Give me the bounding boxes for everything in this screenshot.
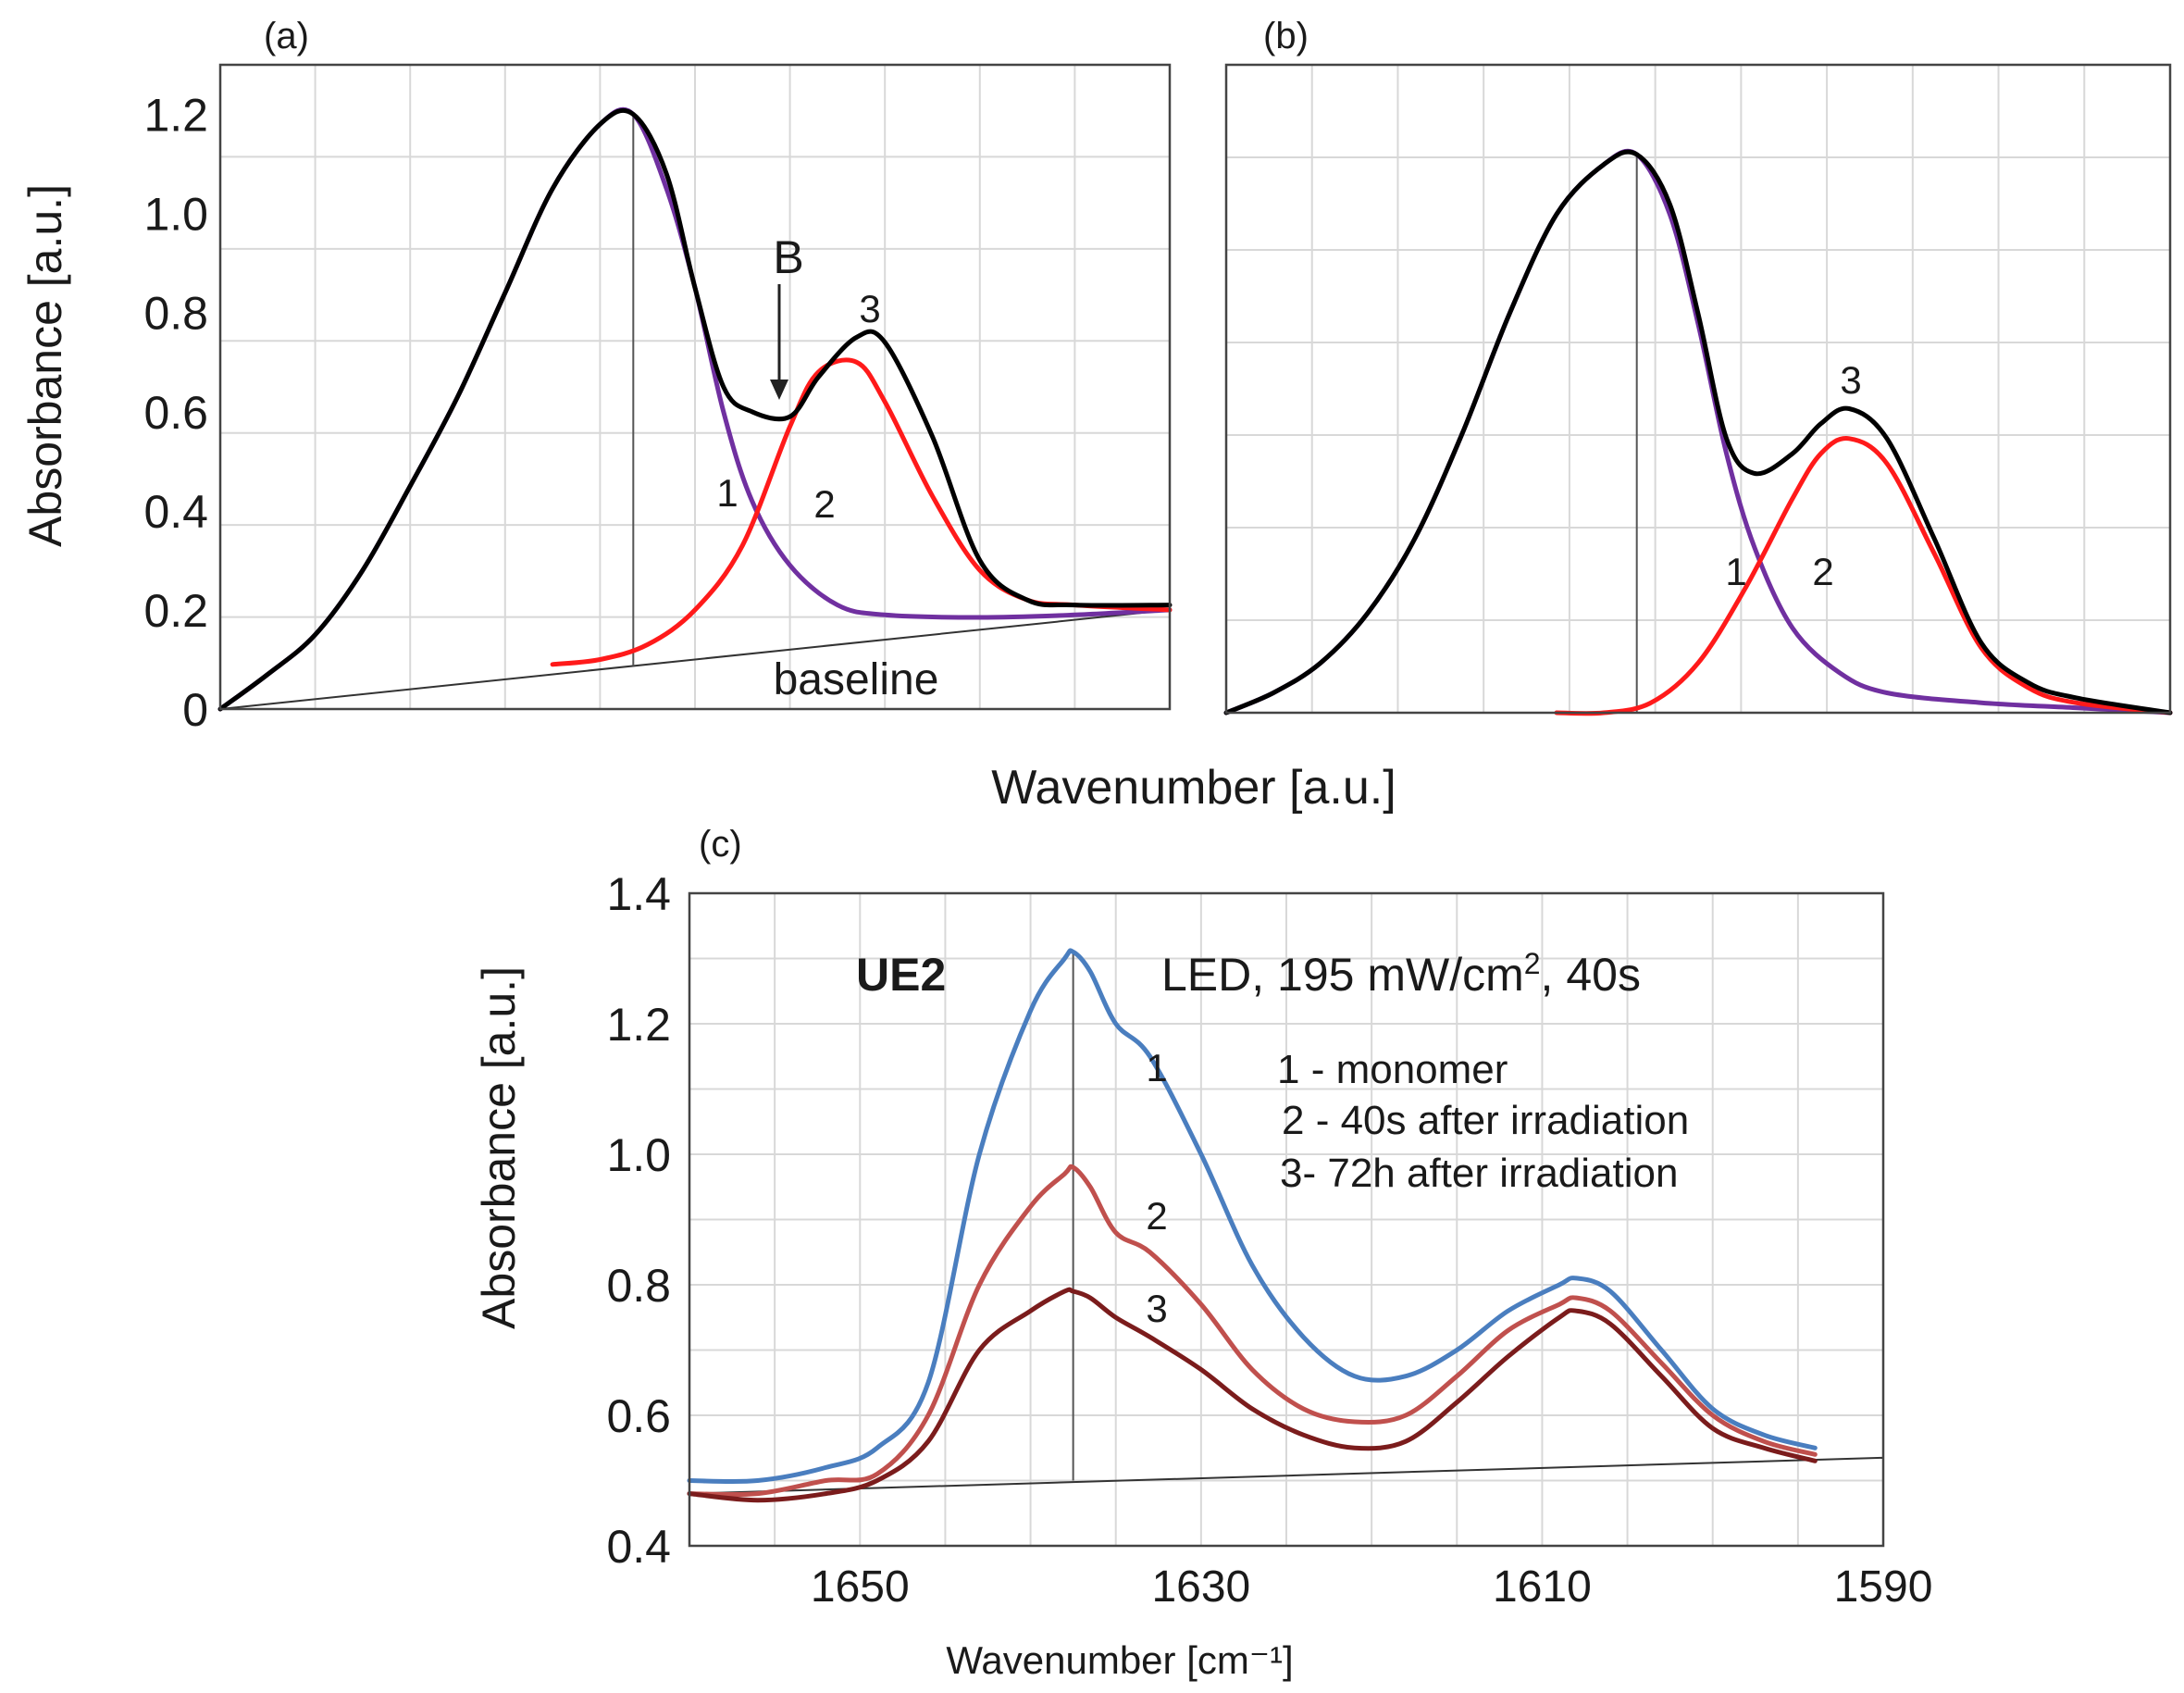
panel-c-frame — [688, 891, 1885, 1548]
panel-c-series-2-line — [687, 1164, 1818, 1498]
panel-c-series — [687, 948, 1884, 1503]
panel-c-series-3-line — [687, 1287, 1818, 1503]
panel-c-condition-suffix: , 40s — [1541, 949, 1641, 1001]
panel-a-y-tick-label-6: 1.2 — [143, 90, 208, 142]
panel-c-y-tick-label-0: 0.4 — [606, 1521, 671, 1573]
panel-c-x-axis-label: Wavenumber [cm⁻¹] — [946, 1638, 1293, 1682]
panel-a-curve-label-3: 3 — [859, 287, 880, 330]
panel-c-grid — [689, 893, 1883, 1546]
panel-a-series — [217, 106, 1173, 712]
panel-c-y-tick-label-1: 0.6 — [606, 1390, 671, 1442]
panel-b-series-1-line — [1223, 148, 2173, 716]
panel-a-y-tick-label-3: 0.6 — [143, 387, 208, 439]
panel-b-curve-label-1: 1 — [1725, 550, 1746, 593]
panel-a-series-3-line — [217, 107, 1173, 712]
panel-c-label: (c) — [699, 824, 742, 865]
panel-c-condition: LED, 195 mW/cm2, 40s — [1161, 947, 1641, 1001]
panel-c-y-axis-label: Absorbance [a.u.] — [473, 966, 525, 1329]
panel-a-y-axis-label: Absorbance [a.u.] — [19, 184, 71, 547]
panel-a-baseline-label: baseline — [774, 655, 939, 704]
panel-c-y-tick-label-5: 1.4 — [606, 868, 671, 920]
panel-c-x-tick-label-3: 1590 — [1834, 1562, 1933, 1612]
panel-a-arrow-head — [770, 380, 788, 400]
panel-b-series — [1223, 148, 2173, 716]
panel-c-curve-label-2: 2 — [1146, 1194, 1167, 1238]
panel-a-curve-label-1: 1 — [716, 471, 738, 515]
panel-c-legend-1: 1 - monomer — [1277, 1047, 1508, 1092]
panel-c-curve-label-1: 1 — [1146, 1046, 1167, 1089]
panel-c-x-tick-label-0: 1650 — [811, 1562, 910, 1612]
panel-c-x-tick-label-2: 1610 — [1493, 1562, 1592, 1612]
shared-x-axis-label: Wavenumber [a.u.] — [991, 761, 1396, 815]
panel-a-y-ticks: 0 0.2 0.4 0.6 0.8 1.0 1.2 — [143, 90, 208, 736]
panel-c-legend-2: 2 - 40s after irradiation — [1282, 1098, 1689, 1143]
panel-a-curve-label-2: 2 — [813, 482, 835, 526]
panel-c-y-tick-label-4: 1.2 — [606, 999, 671, 1051]
panel-c-curve-label-3: 3 — [1146, 1287, 1167, 1330]
panel-a-y-tick-label-4: 0.8 — [143, 288, 208, 340]
panel-b-grid — [1226, 65, 2170, 713]
panel-a-y-tick-label-5: 1.0 — [143, 189, 208, 241]
panel-b-frame — [1224, 63, 2172, 715]
panel-b-curve-label-2: 2 — [1812, 550, 1833, 593]
panel-a-baseline-line — [219, 608, 1171, 710]
panel-b-chart: (b) 1 2 3 — [1223, 16, 2173, 716]
panel-c-chart: (c) 0.40.60.81.01.21.4 1650 1630 1610 1590 … — [473, 824, 1932, 1682]
panel-c-y-ticks: 0.4 0.6 0.8 1.0 1.2 1.4 — [606, 868, 671, 1573]
panel-b-curve-label-3: 3 — [1840, 358, 1861, 402]
panel-c-series-1-line — [687, 948, 1818, 1485]
panel-a-label-b: B — [773, 231, 803, 283]
panel-a-label: (a) — [264, 16, 309, 56]
panel-a-y-tick-label-0: 0 — [182, 684, 208, 736]
panel-a-y-tick-label-1: 0.2 — [143, 585, 208, 637]
panel-c-y-tick-label-2: 0.8 — [606, 1260, 671, 1312]
panel-c-x-ticks: 1650 1630 1610 1590 — [811, 1562, 1932, 1612]
panel-b-series-2-line — [1554, 436, 2173, 716]
panel-c-x-tick-label-1: 1630 — [1151, 1562, 1250, 1612]
panel-b-label: (b) — [1263, 16, 1309, 56]
panel-a-frame — [218, 63, 1172, 711]
panel-c-baseline-line — [689, 1456, 1884, 1495]
panel-b-series-3-line — [1223, 149, 2173, 716]
panel-c-condition-sup: 2 — [1524, 947, 1541, 980]
panel-c-y-tick-label-3: 1.0 — [606, 1129, 671, 1181]
panel-a-y-tick-label-2: 0.4 — [143, 486, 208, 538]
panel-a-grid — [220, 65, 1170, 709]
panel-a-chart: (a) 0 0.2 0.4 0.6 0.8 1.0 1.2 Absorbance [a.u.… — [19, 16, 1173, 736]
panel-c-condition-prefix: LED, 195 mW/cm — [1161, 949, 1524, 1001]
panel-c-title: UE2 — [856, 949, 946, 1001]
panel-c-legend-3: 3- 72h after irradiation — [1280, 1151, 1678, 1196]
